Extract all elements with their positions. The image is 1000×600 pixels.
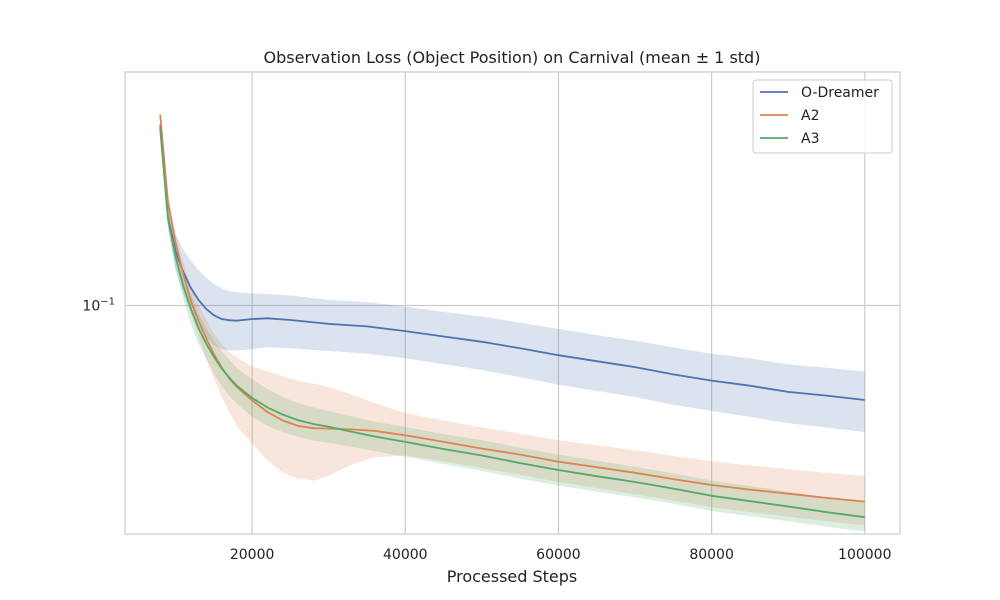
y-tick-label: 10−1 — [82, 296, 115, 314]
std-band-o-dreamer — [160, 114, 865, 433]
series-lines — [159, 114, 865, 519]
series-line-a2 — [159, 114, 865, 503]
x-tick-label: 100000 — [838, 547, 891, 563]
x-axis-label: Processed Steps — [447, 567, 578, 586]
std-band-a2 — [160, 107, 865, 526]
legend-label: A2 — [801, 108, 819, 124]
y-tick-base: 10 — [82, 298, 100, 314]
x-tick-label: 40000 — [383, 547, 428, 563]
legend-label: A3 — [801, 131, 819, 147]
x-tick-label: 80000 — [689, 547, 734, 563]
legend-label: O-Dreamer — [801, 85, 879, 101]
plot-frame — [124, 71, 901, 535]
grid-lines — [125, 72, 900, 534]
legend: O-Dreamer A2 A3 — [752, 79, 893, 154]
x-tick-label: 60000 — [536, 547, 581, 563]
y-tick-exponent: −1 — [100, 296, 115, 307]
y-axis-ticks: 10−1 — [82, 296, 115, 314]
legend-box — [752, 79, 893, 154]
series-line-o-dreamer — [159, 124, 865, 401]
x-tick-label: 20000 — [230, 547, 275, 563]
series-line-a3 — [159, 128, 865, 519]
x-axis-ticks: 20000 40000 60000 80000 100000 — [230, 547, 892, 563]
chart-title: Observation Loss (Object Position) on Ca… — [264, 48, 761, 67]
